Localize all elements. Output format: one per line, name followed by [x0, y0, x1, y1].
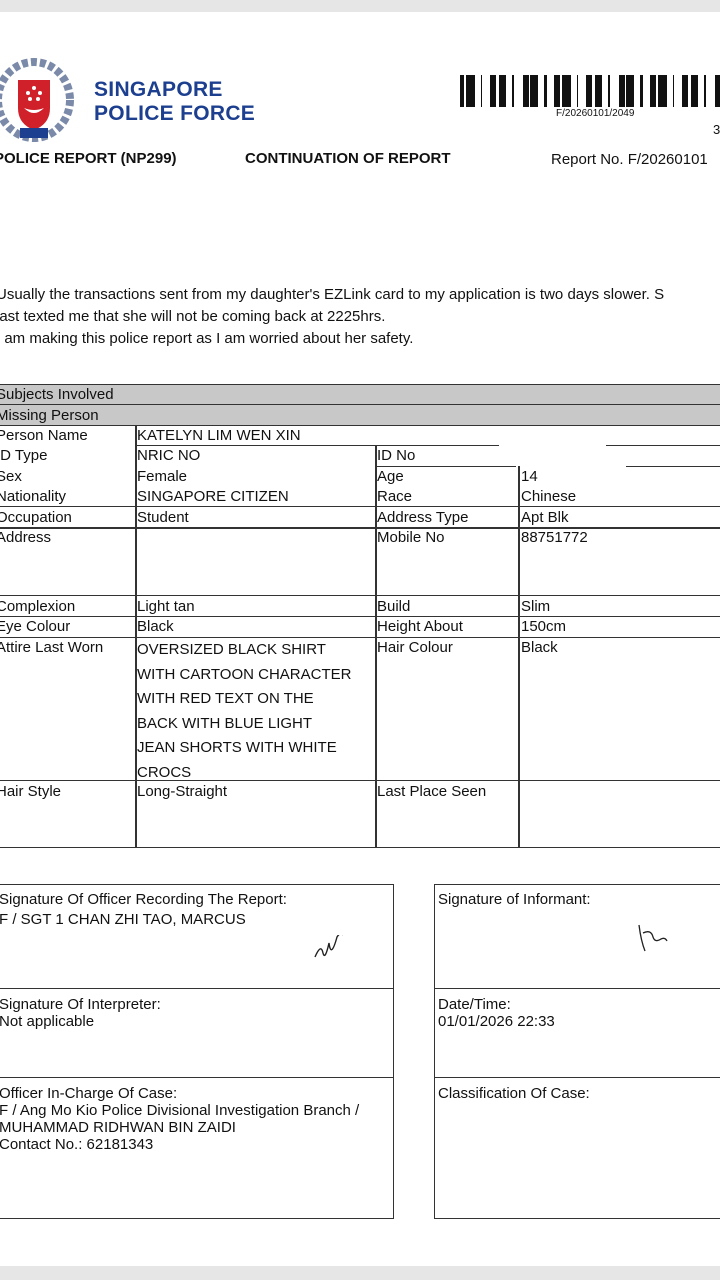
label: Attire Last Worn [0, 639, 104, 656]
id-type-value: NRIC NO [137, 447, 201, 464]
label: Address Type [377, 509, 469, 526]
label: Age [377, 468, 404, 485]
bottom-border [0, 1266, 720, 1280]
eye-colour-value: Black [137, 618, 174, 635]
officer-signature-box: Signature Of Officer Recording The Repor… [0, 884, 394, 989]
label: Signature Of Interpreter: [0, 996, 161, 1013]
narrative: Usually the transactions sent from my da… [0, 284, 720, 350]
label: Nationality [0, 488, 67, 505]
label: Hair Colour [377, 639, 453, 656]
nationality-value: SINGAPORE CITIZEN [137, 488, 289, 505]
datetime-value: 01/01/2026 22:33 [438, 1013, 555, 1030]
label: ID No [377, 447, 416, 464]
section-heading: Subjects Involved [0, 386, 114, 403]
label: Sex [0, 468, 22, 485]
label: Complexion [0, 598, 76, 615]
ic-unit: F / Ang Mo Kio Police Divisional Investi… [0, 1102, 360, 1119]
label: Classification Of Case: [438, 1085, 590, 1102]
label: Officer In-Charge Of Case: [0, 1085, 178, 1102]
report-subtitle: CONTINUATION OF REPORT [245, 150, 451, 167]
label: Last Place Seen [377, 783, 487, 800]
label: Mobile No [377, 529, 445, 546]
police-crest-logo [0, 58, 74, 142]
label: Date/Time: [438, 996, 511, 1013]
logo-line1: SINGAPORE [94, 78, 223, 101]
officer-signature [314, 935, 343, 958]
subjects-table: Subjects Involved Missing Person Person … [0, 384, 720, 848]
label: Occupation [0, 509, 72, 526]
subsection-heading: Missing Person [0, 407, 99, 424]
occupation-value: Student [137, 509, 189, 526]
mobile-value: 88751772 [521, 529, 588, 546]
narrative-line: Usually the transactions sent from my da… [0, 286, 665, 303]
sex-value: Female [137, 468, 188, 485]
ic-contact: Contact No.: 62181343 [0, 1136, 154, 1153]
label: Race [377, 488, 413, 505]
officer-name: F / SGT 1 CHAN ZHI TAO, MARCUS [0, 911, 246, 928]
datetime-box: Date/Time: 01/01/2026 22:33 [434, 988, 720, 1078]
label: Address [0, 529, 52, 546]
informant-signature [638, 924, 668, 952]
attire-value: OVERSIZED BLACK SHIRT WITH CARTOON CHARAC… [137, 641, 352, 781]
report-type: POLICE REPORT (NP299) [0, 150, 177, 167]
narrative-line: I am making this police report as I am w… [0, 330, 414, 347]
address-type-value: Apt Blk [521, 509, 569, 526]
top-border [0, 0, 720, 12]
label: Person Name [0, 427, 88, 444]
classification-box: Classification Of Case: [434, 1077, 720, 1219]
label: Build [377, 598, 411, 615]
barcode-text: F/20260101/2049 [556, 108, 635, 119]
hair-style-value: Long-Straight [137, 783, 228, 800]
label: Signature Of Officer Recording The Repor… [0, 891, 287, 908]
label: Signature of Informant: [438, 891, 591, 908]
person-name-value: KATELYN LIM WEN XIN [137, 427, 301, 444]
complexion-value: Light tan [137, 598, 195, 615]
age-value: 14 [521, 468, 538, 485]
ic-name: MUHAMMAD RIDHWAN BIN ZAIDI [0, 1119, 236, 1136]
barcode [460, 75, 720, 107]
build-value: Slim [521, 598, 551, 615]
report-number: Report No. F/20260101 [551, 151, 708, 168]
logo-line2: POLICE FORCE [94, 102, 256, 125]
interpreter-box: Signature Of Interpreter: Not applicable [0, 988, 394, 1078]
race-value: Chinese [521, 488, 577, 505]
label: Eye Colour [0, 618, 71, 635]
officer-in-charge-box: Officer In-Charge Of Case: F / Ang Mo Ki… [0, 1077, 394, 1219]
height-value: 150cm [521, 618, 567, 635]
interpreter-value: Not applicable [0, 1013, 95, 1030]
label: Height About [377, 618, 463, 635]
hair-colour-value: Black [521, 639, 558, 656]
label: ID Type [0, 447, 48, 464]
page-number: 3 [713, 122, 720, 137]
informant-signature-box: Signature of Informant: [434, 884, 720, 989]
narrative-line: last texted me that she will not be comi… [0, 308, 386, 325]
label: Hair Style [0, 783, 62, 800]
